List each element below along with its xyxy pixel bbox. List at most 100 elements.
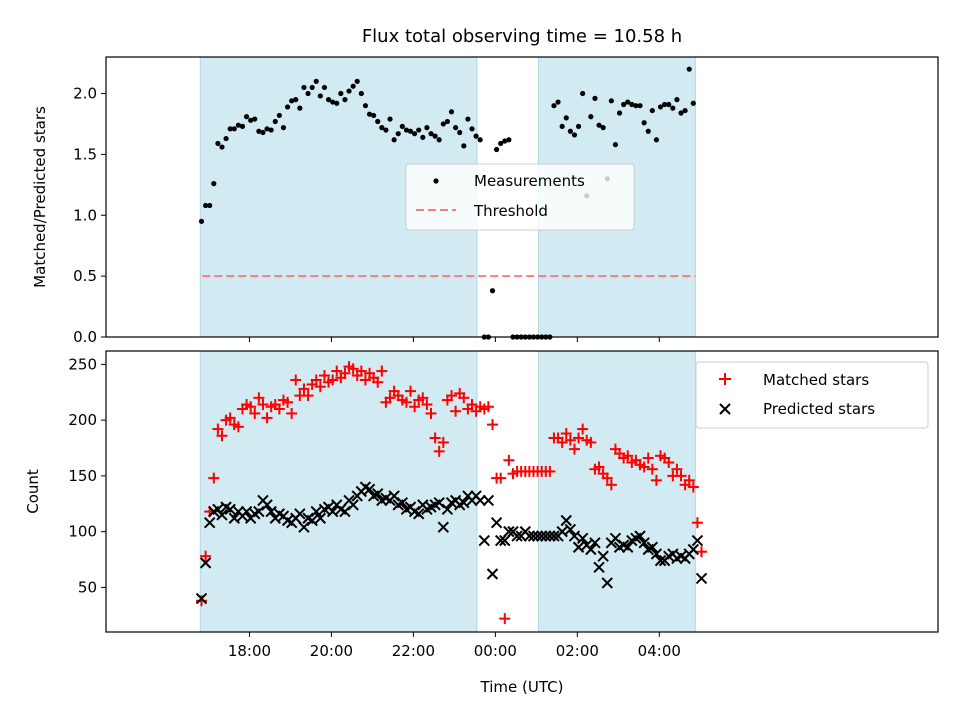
measurement-point	[219, 144, 225, 150]
measurement-point	[252, 116, 258, 122]
predicted-star-point	[441, 503, 454, 516]
count-y-tick-label: 200	[68, 411, 97, 429]
measurement-point	[276, 112, 282, 119]
measurement-point	[403, 127, 410, 133]
matched-star-point	[347, 363, 359, 375]
measurement-point	[366, 111, 373, 117]
predicted-star-point	[511, 530, 523, 542]
matched-star-point	[355, 365, 367, 377]
matched-star-point	[302, 390, 314, 402]
matched-star-point	[560, 428, 572, 440]
measurement-point	[231, 126, 237, 132]
matched-star-point	[601, 472, 613, 484]
measurement-point	[289, 98, 295, 104]
predicted-star-point	[585, 543, 597, 556]
matched-star-point	[298, 383, 310, 395]
measurement-point	[649, 107, 655, 114]
count-legend-box	[695, 361, 929, 429]
measurement-point	[444, 118, 451, 125]
predicted-star-point	[314, 512, 327, 524]
predicted-star-point	[589, 537, 601, 549]
legend-threshold-label: Threshold	[473, 202, 548, 220]
measurement-point	[330, 99, 336, 105]
matched-star-point	[696, 546, 708, 558]
measurement-point	[297, 105, 303, 111]
predicted-star-point	[326, 505, 339, 518]
measurement-point	[629, 101, 635, 108]
predicted-star-point	[478, 534, 491, 547]
measurement-point	[641, 120, 647, 126]
predicted-star-point	[199, 557, 212, 569]
measurement-point	[506, 137, 512, 143]
matched-star-point	[331, 365, 343, 377]
matched-star-point	[339, 367, 351, 379]
matched-star-point	[466, 399, 478, 411]
measurement-point	[412, 131, 418, 137]
measurement-point	[432, 133, 438, 139]
predicted-star-point	[691, 534, 704, 547]
predicted-star-point	[622, 541, 634, 553]
measurement-point	[395, 131, 401, 137]
predicted-star-point	[216, 509, 228, 521]
predicted-star-point	[339, 505, 351, 518]
predicted-star-point	[576, 532, 589, 545]
matched-star-point	[286, 407, 298, 419]
measurement-point	[321, 84, 328, 91]
predicted-star-point	[564, 523, 577, 536]
matched-star-point	[486, 419, 498, 431]
count-y-tick-label: 50	[78, 578, 97, 596]
matched-star-point	[683, 474, 695, 486]
predicted-star-point	[540, 530, 552, 542]
legend-measurements-label: Measurements	[474, 172, 585, 190]
measurement-point	[489, 288, 496, 294]
measurement-point	[354, 78, 360, 84]
matched-star-point	[253, 392, 265, 404]
measurement-point	[625, 99, 631, 105]
matched-star-point	[290, 374, 302, 386]
measurement-point	[502, 138, 508, 144]
matched-star-point	[585, 436, 597, 448]
ratio-legend: Measurements Threshold	[405, 163, 635, 231]
ratio-panel: 0.00.51.01.52.0 Matched/Predicted stars …	[31, 56, 939, 346]
measurement-point	[616, 110, 623, 116]
predicted-star-point	[556, 525, 568, 538]
matched-star-point	[646, 463, 658, 475]
measurement-point	[428, 131, 434, 137]
matched-star-point	[359, 374, 371, 386]
predicted-stars-series	[195, 481, 708, 605]
measurement-point	[248, 117, 254, 123]
matched-star-point	[372, 376, 384, 388]
measurement-point	[375, 118, 381, 125]
measurement-point	[198, 218, 205, 224]
ratio-y-tick-label: 1.0	[73, 206, 97, 224]
observing-windows-bottom	[199, 350, 696, 633]
ratio-y-axis: 0.0 0.5 1.0 1.5 2.0	[73, 85, 106, 346]
predicted-star-point	[490, 517, 503, 529]
matched-star-point	[376, 365, 388, 377]
matched-star-point	[224, 412, 236, 424]
count-y-tick-label: 150	[68, 467, 97, 485]
matched-star-point	[544, 465, 556, 477]
ratio-y-label: Matched/Predicted stars	[31, 106, 49, 288]
matched-star-point	[605, 479, 617, 491]
predicted-star-point	[601, 577, 613, 589]
predicted-star-point	[310, 505, 322, 518]
measurement-point	[420, 134, 426, 140]
measurement-point	[461, 143, 467, 149]
matched-star-point	[671, 463, 683, 475]
legend-matched-label: Matched stars	[763, 371, 869, 389]
x-tick-label: 22:00	[392, 642, 435, 660]
measurement-point	[256, 128, 262, 134]
matched-star-point	[564, 434, 576, 446]
measurement-point	[211, 181, 217, 187]
measurement-point	[555, 99, 561, 105]
measurement-point	[284, 104, 291, 110]
measurement-point	[383, 127, 389, 133]
predicted-star-point	[531, 530, 544, 542]
measurement-point	[243, 114, 250, 120]
measurement-point	[448, 109, 455, 115]
predicted-star-point	[458, 496, 470, 509]
matched-star-point	[216, 430, 228, 442]
legend-predicted-marker	[719, 403, 731, 415]
